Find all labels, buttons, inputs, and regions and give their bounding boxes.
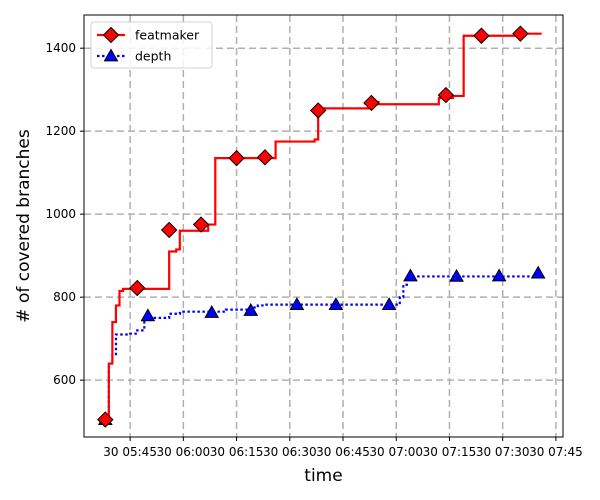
legend-box: [90, 21, 213, 69]
x-tick-label: 30 06:45: [316, 445, 370, 459]
data-point-featmaker: [256, 149, 274, 166]
data-point-featmaker: [192, 216, 210, 233]
data-point-featmaker: [129, 279, 146, 297]
data-point-featmaker: [363, 94, 380, 112]
legend-marker-featmaker: [102, 26, 120, 44]
ticks: 30 05:45 30 06:00 30 06:15 30 06:30 30 06:45…: [45, 41, 582, 459]
y-tick-label: 1000: [45, 207, 76, 221]
legend-label-featmaker: featmaker: [135, 28, 200, 43]
x-tick-label: 30 06:00: [157, 445, 211, 459]
data-point-depth: [140, 308, 156, 322]
legend-label-depth: depth: [135, 49, 171, 64]
x-tick-label: 30 07:15: [423, 445, 477, 459]
legend-marker-depth: [103, 48, 119, 62]
x-axis-label: time: [304, 466, 342, 486]
data-point-featmaker: [228, 149, 245, 167]
data-point-featmaker: [160, 221, 178, 239]
data-point-depth: [204, 305, 220, 318]
legend: featmaker depth: [90, 21, 213, 69]
data-point-featmaker: [512, 25, 529, 42]
y-axis-label: # of covered branches: [14, 129, 34, 323]
data-point-featmaker: [437, 86, 455, 104]
y-tick-label: 600: [53, 373, 76, 387]
data-point-depth: [403, 268, 418, 282]
series-layer: [97, 25, 546, 428]
data-point-depth: [491, 268, 507, 282]
x-tick-label: 30 06:30: [263, 445, 317, 459]
x-tick-label: 30 07:30: [476, 445, 530, 459]
data-point-featmaker: [97, 411, 114, 428]
y-tick-label: 1400: [45, 41, 76, 55]
x-tick-label: 30 07:00: [369, 445, 423, 459]
data-point-depth: [328, 297, 344, 311]
data-point-depth: [449, 268, 464, 282]
data-point-depth: [289, 297, 305, 311]
y-tick-label: 1200: [45, 124, 76, 138]
data-point-depth: [530, 265, 546, 279]
plot-frame: [83, 14, 564, 438]
data-point-featmaker: [309, 102, 327, 119]
x-tick-label: 30 05:45: [103, 445, 157, 459]
y-tick-label: 800: [53, 290, 76, 304]
series-featmaker: [97, 25, 542, 428]
data-point-depth: [381, 297, 397, 311]
data-point-featmaker: [473, 27, 490, 44]
x-tick-label: 30 07:45: [529, 445, 583, 459]
x-tick-label: 30 06:15: [210, 445, 264, 459]
data-point-depth: [243, 302, 259, 316]
series-line-depth: [105, 274, 543, 421]
